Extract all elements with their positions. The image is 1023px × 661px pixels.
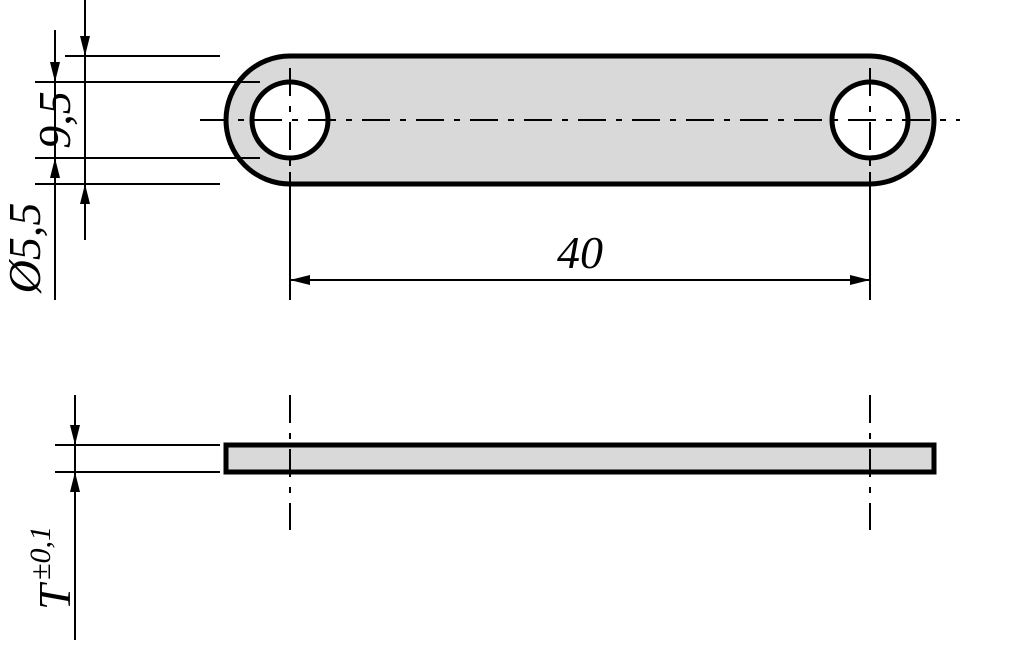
- dim-value-t-tol: ±0,1: [24, 526, 57, 580]
- dim-value-dia: Ø5,5: [0, 203, 50, 295]
- dim-value-t: T: [29, 581, 80, 610]
- part-body-side: [226, 445, 934, 472]
- technical-drawing: 40 9,5 Ø5,5 T ±0,1: [0, 0, 1023, 661]
- dim-value-40: 40: [557, 227, 603, 278]
- side-view: T ±0,1: [24, 395, 934, 640]
- dim-value-t-group: T ±0,1: [24, 526, 80, 610]
- top-view: 40 9,5 Ø5,5: [0, 0, 960, 300]
